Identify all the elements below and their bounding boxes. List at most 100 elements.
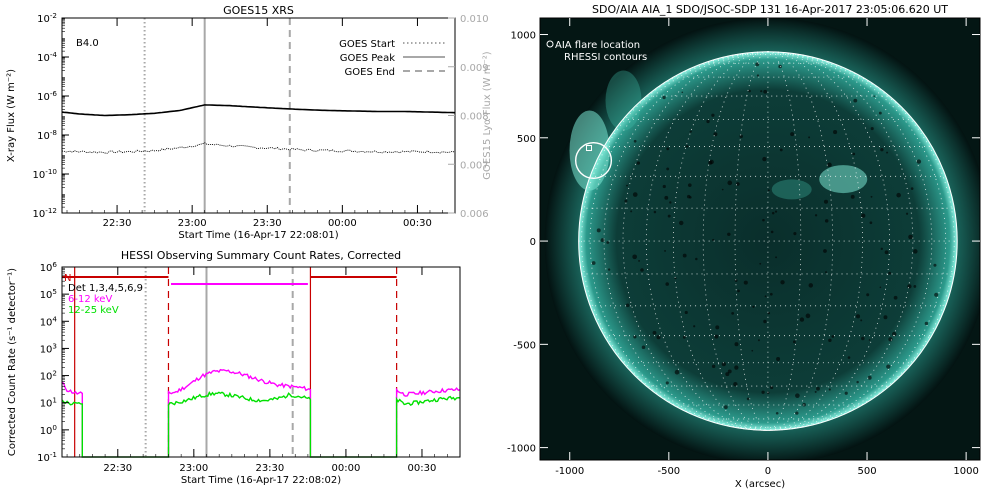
aia-y-tick-label-4: 1000 (511, 31, 536, 42)
aia-grid-longitude (603, 51, 768, 431)
aia-x-tick-label-3: 500 (857, 466, 876, 477)
aia-dark-feature (808, 283, 814, 288)
aia-active-region-east-2 (605, 70, 642, 131)
aia-dark-feature (708, 160, 713, 165)
aia-dark-feature (748, 89, 751, 93)
goes-legend-label-1: GOES Peak (340, 53, 395, 64)
aia-dark-feature (795, 393, 800, 399)
hessi-legend-label-1: 6-12 keV (68, 294, 112, 305)
aia-dark-feature (775, 411, 779, 415)
goes-y-tick-label-1: 10-10 (33, 167, 58, 181)
goes-y-tick-label-5: 10-2 (37, 11, 57, 25)
aia-dark-feature (933, 263, 937, 267)
hessi-x-tick-label-3: 00:00 (332, 463, 361, 474)
aia-y-tick-label-2: 0 (530, 237, 536, 248)
aia-dark-feature (763, 89, 768, 94)
hessi-count-rate-chart: HESSI Observing Summary Count Rates, Cor… (7, 250, 461, 486)
hessi-x-axis-label: Start Time (16-Apr-17 22:08:02) (181, 475, 341, 486)
aia-dark-feature (808, 136, 811, 139)
aia-dark-feature (665, 381, 669, 385)
aia-grid-longitude (581, 51, 768, 431)
aia-dark-feature (746, 397, 750, 401)
aia-dark-feature (591, 261, 596, 265)
aia-dark-feature (636, 161, 641, 165)
aia-dark-feature (852, 152, 856, 156)
goes-x-tick-label-4: 00:30 (403, 218, 432, 229)
aia-rhessi-contour (586, 145, 593, 152)
aia-dark-feature (685, 145, 689, 148)
aia-dark-feature (814, 214, 818, 217)
aia-dark-feature (879, 286, 882, 289)
aia-dark-feature (905, 212, 909, 215)
aia-dark-feature (767, 189, 770, 192)
aia-dark-feature (669, 201, 672, 204)
aia-dark-feature (756, 74, 760, 77)
aia-dark-feature (855, 314, 861, 319)
goes-legend-label-0: GOES Start (339, 39, 395, 50)
aia-legend-circle-icon (546, 40, 554, 48)
aia-dark-feature (831, 335, 835, 338)
aia-dark-feature (656, 335, 661, 340)
aia-dark-feature (638, 259, 641, 262)
goes-x-tick-label-0: 22:30 (103, 218, 132, 229)
aia-dark-feature (684, 310, 688, 315)
aia-grid-longitude (622, 51, 768, 431)
aia-grid-longitude (767, 51, 863, 431)
aia-x-tick-label-2: 0 (765, 466, 771, 477)
aia-dark-feature (908, 234, 913, 240)
aia-dark-feature (682, 335, 686, 339)
aia-dark-feature (733, 381, 738, 387)
aia-dark-feature (913, 249, 918, 254)
hessi-flag-label: N (64, 273, 71, 284)
aia-dark-feature (823, 249, 827, 253)
aia-dark-feature (762, 218, 765, 222)
goes-y-tick-label-4: 10-4 (37, 50, 57, 64)
aia-grid-longitude (734, 51, 768, 431)
aia-dark-feature (725, 372, 730, 377)
aia-dark-feature (934, 292, 939, 297)
aia-dark-feature (827, 162, 832, 168)
aia-dark-feature (893, 295, 898, 300)
hessi-y-tick-label-7: 106 (40, 260, 58, 274)
hessi-y-tick-label-4: 103 (40, 341, 57, 355)
hessi-x-tick-label-2: 23:30 (255, 463, 284, 474)
aia-grid-longitude (767, 51, 955, 431)
aia-dark-feature (714, 334, 719, 339)
hessi-y-tick-label-5: 104 (40, 314, 58, 328)
aia-dark-feature (652, 330, 657, 335)
aia-dark-feature (907, 284, 912, 289)
aia-grid-longitude (672, 51, 768, 431)
aia-dark-feature (770, 385, 774, 390)
goes-xrs-chart: GOES15 XRS 10-12 10-10 10-8 10-6 10-4 10-2 0.00… (6, 4, 493, 241)
aia-dark-feature (799, 317, 805, 322)
aia-dark-feature (793, 232, 797, 236)
aia-dark-feature (667, 214, 671, 218)
aia-dark-feature (861, 336, 865, 341)
aia-dark-feature (869, 221, 873, 225)
aia-dark-feature (880, 247, 883, 251)
aia-dark-feature (687, 183, 692, 187)
goes-y2-tick-label-1: 0.007 (460, 160, 489, 171)
aia-dark-feature (737, 289, 740, 293)
aia-dark-feature (681, 91, 684, 94)
aia-dark-feature (884, 250, 889, 255)
aia-x-axis-label: X (arcsec) (735, 479, 785, 490)
aia-dark-feature (776, 357, 781, 362)
aia-x-tick-label-0: -1000 (555, 466, 584, 477)
aia-legend-label-1: RHESSI contours (564, 52, 647, 63)
aia-dark-feature (886, 364, 891, 369)
aia-dark-feature (780, 280, 785, 285)
aia-dark-feature (727, 180, 733, 186)
aia-dark-feature (824, 219, 829, 223)
hessi-y-tick-label-1: 100 (40, 423, 58, 437)
aia-dark-feature (844, 391, 848, 395)
goes-y-tick-label-3: 10-6 (37, 89, 57, 103)
aia-dark-feature (600, 238, 605, 243)
aia-dark-feature (761, 390, 765, 394)
aia-dark-feature (828, 388, 831, 391)
aia-dark-feature (866, 293, 870, 297)
aia-dark-feature (760, 90, 763, 93)
hessi-y-tick-label-2: 101 (40, 396, 57, 410)
aia-grid-longitude (589, 51, 768, 431)
aia-dark-feature (693, 325, 696, 328)
